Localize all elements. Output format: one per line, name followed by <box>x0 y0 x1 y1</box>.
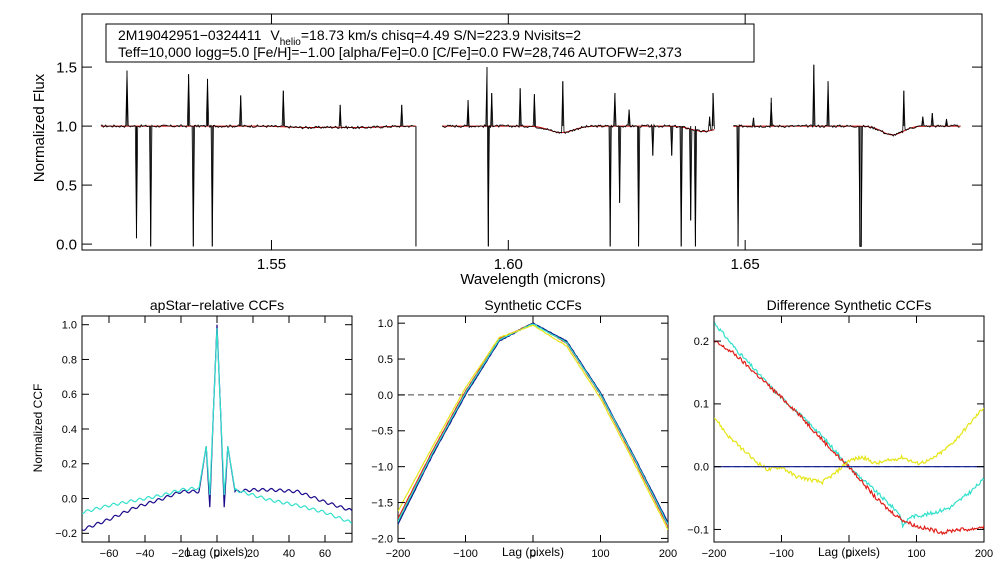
x-tick-label: 1.65 <box>731 256 760 273</box>
x-tick-label: 60 <box>319 548 331 560</box>
spectrum-plot-area <box>100 64 961 247</box>
spectrum-flux-line <box>441 67 715 247</box>
y-tick-label: 1.0 <box>56 118 77 135</box>
y-tick-label: 0.4 <box>62 424 77 436</box>
y-tick-label: −0.2 <box>55 528 77 540</box>
info-line-2: Teff=10,000 logg=5.0 [Fe/H]=−1.00 [alpha… <box>118 44 682 60</box>
spectrum-flux-line <box>100 70 415 247</box>
x-tick-label: 100 <box>907 548 925 560</box>
info-line-1: 2M19042951−0324411 Vhelio=18.73 km/s chis… <box>118 27 581 48</box>
spectrum-flux-line <box>733 64 960 247</box>
y-tick-label: 1.0 <box>378 318 393 330</box>
y-tick-label: −1.0 <box>371 462 393 474</box>
synthetic-ccf-title: Synthetic CCFs <box>484 297 581 313</box>
x-tick-label: 0 <box>846 548 852 560</box>
x-tick-label: −100 <box>769 548 794 560</box>
difference-ccf-plot-area <box>714 321 984 536</box>
ccf-series-cyan <box>714 321 984 529</box>
ccf-series-yellow <box>398 324 668 531</box>
synthetic-ccf-panel: Synthetic CCFs −200 −100 0 100 200 −2.0 −1.5 −1… <box>371 297 677 560</box>
y-tick-label: 0.5 <box>56 177 77 194</box>
info-box-frame <box>105 23 755 63</box>
y-tick-label: −0.5 <box>371 426 393 438</box>
ccf-series-cyan <box>398 323 668 525</box>
y-tick-label: −2.0 <box>371 533 393 545</box>
apstar-ccf-ticks: −60 −40 −20 0 20 40 60 −0.2 0.0 0.2 0.4 0.6 0.8 1.0 <box>55 316 352 560</box>
info-v-subscript: helio <box>280 37 302 48</box>
ccf-series-green <box>398 322 668 525</box>
apstar-ccf-y-label: Normalized CCF <box>31 384 45 473</box>
y-tick-label: 0.0 <box>694 462 709 474</box>
y-tick-label: 1.5 <box>56 59 77 76</box>
x-tick-label: 0 <box>214 548 220 560</box>
y-tick-label: 0.0 <box>56 236 77 253</box>
spectrum-info-box: 2M19042951−0324411 Vhelio=18.73 km/s chis… <box>105 23 755 63</box>
apstar-ccf-x-label: Lag (pixels) <box>186 545 248 559</box>
synthetic-ccf-ticks: −200 −100 0 100 200 −2.0 −1.5 −1.0 −0.5 0.0 0.5 1.0 <box>371 316 677 560</box>
ccf-series-visit-2 <box>82 328 352 524</box>
x-tick-label: 40 <box>283 548 295 560</box>
x-tick-label: −40 <box>136 548 155 560</box>
synthetic-ccf-frame <box>397 315 669 543</box>
spectrum-y-label: Normalized Flux <box>31 73 48 182</box>
info-star-id: 2M19042951−0324411 <box>118 27 262 43</box>
x-tick-label: 1.60 <box>494 256 523 273</box>
difference-ccf-panel: Difference Synthetic CCFs −200 −100 0 100 20… <box>687 297 993 560</box>
spectrum-ticks: 1.55 1.60 1.65 0.0 0.5 1.0 1.5 <box>56 14 982 273</box>
y-tick-label: 0.5 <box>378 354 393 366</box>
x-tick-label: −200 <box>702 548 727 560</box>
x-tick-label: 100 <box>591 548 609 560</box>
apstar-ccf-title: apStar−relative CCFs <box>150 297 284 313</box>
y-tick-label: 0.6 <box>62 389 77 401</box>
spectrum-model-line <box>733 125 961 136</box>
ccf-series-red <box>398 322 668 527</box>
info-line-1-rest: =18.73 km/s chisq=4.49 S/N=223.9 Nvisits… <box>301 27 581 43</box>
synthetic-ccf-x-label: Lag (pixels) <box>502 545 564 559</box>
y-tick-label: −0.1 <box>687 524 709 536</box>
apstar-ccf-plot-area <box>82 324 352 532</box>
x-tick-label: −60 <box>100 548 119 560</box>
y-tick-label: 0.1 <box>694 399 709 411</box>
y-tick-label: 0.0 <box>62 493 77 505</box>
y-tick-label: 0.0 <box>378 390 393 402</box>
x-tick-label: 20 <box>247 548 259 560</box>
x-tick-label: 0 <box>530 548 536 560</box>
difference-ccf-x-label: Lag (pixels) <box>818 545 880 559</box>
y-tick-label: 0.8 <box>62 354 77 366</box>
ccf-series-visit-1 <box>82 324 352 532</box>
x-tick-label: 200 <box>975 548 993 560</box>
x-tick-label: 200 <box>659 548 677 560</box>
y-tick-label: 1.0 <box>62 320 77 332</box>
x-tick-label: 1.55 <box>257 256 286 273</box>
synthetic-ccf-plot-area <box>398 322 668 531</box>
y-tick-label: −1.5 <box>371 497 393 509</box>
spectrum-x-label: Wavelength (microns) <box>460 271 605 288</box>
y-tick-label: 0.2 <box>62 459 77 471</box>
x-tick-label: −100 <box>453 548 478 560</box>
difference-ccf-ticks: −200 −100 0 100 200 −0.1 0.0 0.1 0.2 <box>687 316 993 560</box>
x-tick-label: −20 <box>172 548 191 560</box>
difference-ccf-frame <box>713 315 985 543</box>
difference-ccf-title: Difference Synthetic CCFs <box>767 297 932 313</box>
info-v-label: V <box>270 27 280 43</box>
spectrum-panel: 1.55 1.60 1.65 0.0 0.5 1.0 1.5 2M19042951−0324… <box>31 13 983 288</box>
y-tick-label: 0.2 <box>694 336 709 348</box>
x-tick-label: −200 <box>386 548 411 560</box>
spectrum-axes-frame <box>81 13 983 251</box>
apstar-ccf-panel: apStar−relative CCFs −60 −40 −20 0 20 40 60 −0.… <box>31 297 353 560</box>
ccf-series-blue <box>398 322 668 525</box>
ccf-series-yellow <box>714 407 984 486</box>
